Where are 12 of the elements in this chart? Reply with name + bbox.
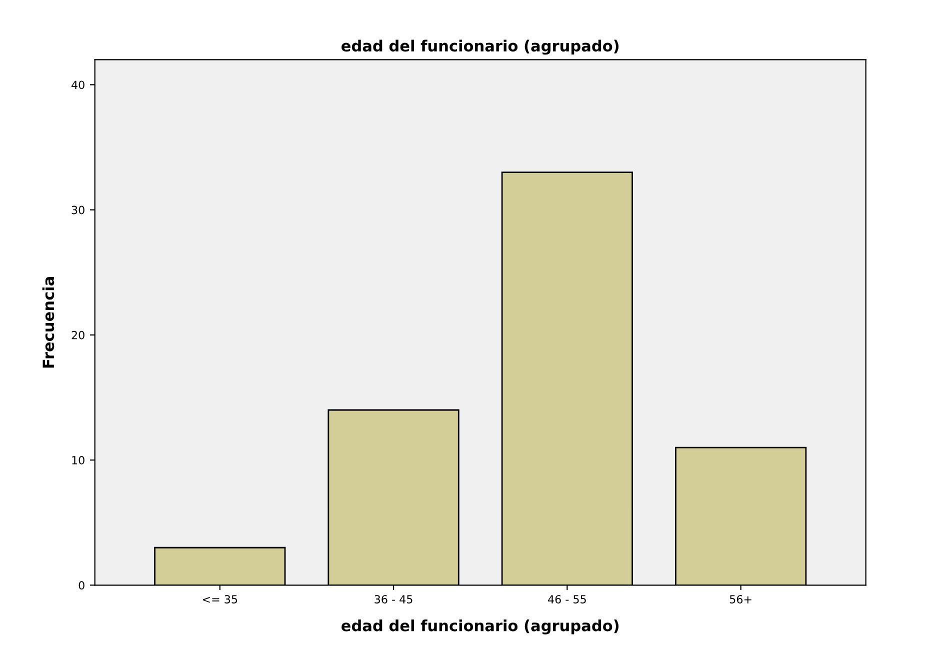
y-tick-label: 30 bbox=[72, 206, 84, 214]
x-axis-title: edad del funcionario (agrupado) bbox=[342, 620, 619, 634]
x-tick-label: 36 - 45 bbox=[374, 595, 412, 604]
x-tick-label: 46 - 55 bbox=[548, 595, 586, 604]
y-tick-label: 20 bbox=[72, 330, 84, 340]
y-axis-title: Frecuencia bbox=[42, 277, 54, 368]
y-tick-label: 10 bbox=[72, 456, 84, 464]
x-tick-label: <= 35 bbox=[202, 595, 238, 604]
y-tick-label: 0 bbox=[78, 581, 84, 590]
x-tick-label: 56+ bbox=[730, 595, 752, 604]
y-tick-label: 40 bbox=[72, 80, 84, 90]
chart-title: edad del funcionario (agrupado) bbox=[342, 40, 619, 55]
